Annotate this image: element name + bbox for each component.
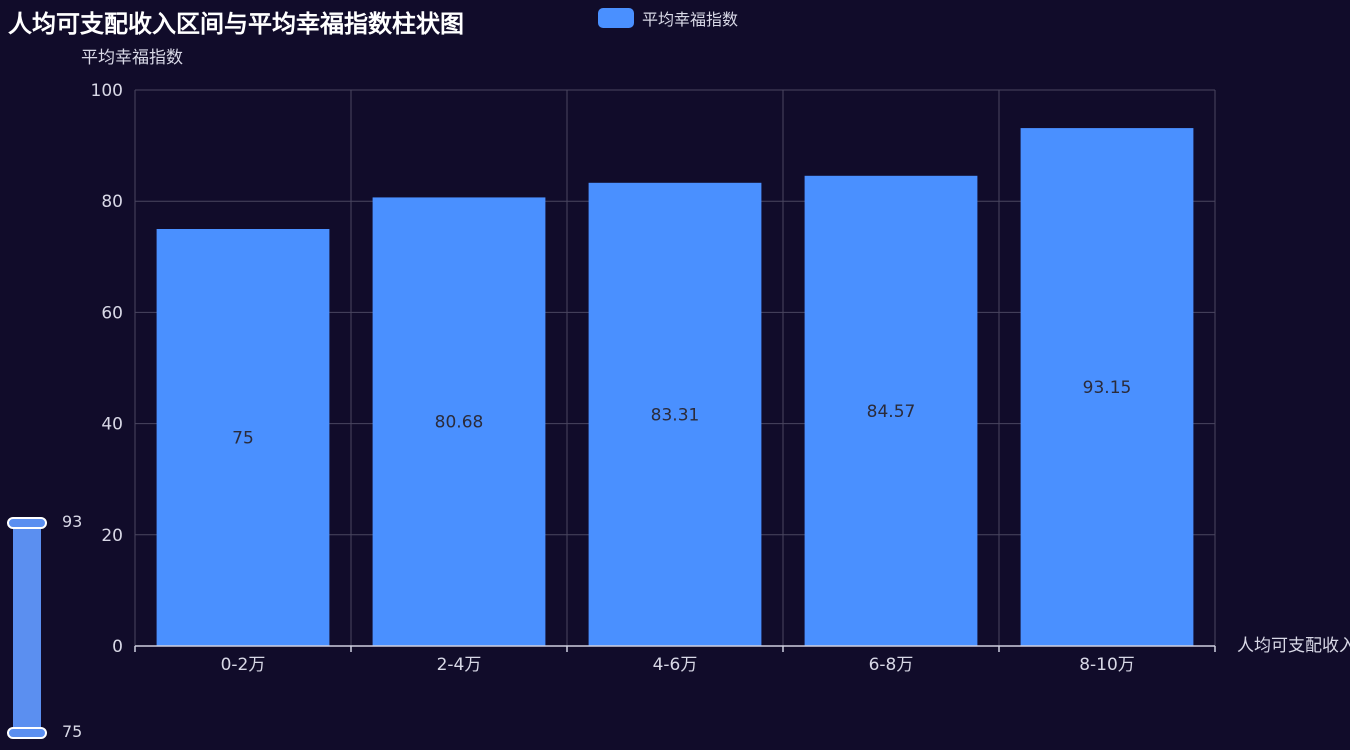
x-axis-title: 人均可支配收入 [1237,636,1350,656]
bar-8-10万[interactable] [1020,128,1194,646]
bar-0-2万[interactable] [156,229,330,646]
visual-map-handle-top[interactable] [7,517,47,529]
y-tick-label: 20 [101,526,123,546]
x-tick-label: 6-8万 [869,655,914,675]
visual-map-handle-bottom[interactable] [7,727,47,739]
bar-value-label: 75 [232,429,254,449]
visual-map-bar[interactable] [13,523,41,733]
x-tick-label: 8-10万 [1079,655,1135,675]
bar-value-label: 83.31 [651,405,700,425]
y-tick-label: 60 [101,303,123,323]
bar-4-6万[interactable] [588,182,762,647]
bar-value-label: 93.15 [1083,378,1132,398]
y-tick-label: 80 [101,192,123,212]
y-tick-label: 0 [112,637,123,657]
bar-value-label: 84.57 [867,402,916,422]
legend-label: 平均幸福指数 [642,10,739,29]
y-axis-title: 平均幸福指数 [81,48,183,68]
bar-value-label: 80.68 [435,413,484,433]
visual-map-max-label: 93 [62,512,83,531]
legend-swatch [598,8,634,28]
y-tick-label: 100 [91,81,123,101]
y-tick-label: 40 [101,415,123,435]
x-tick-label: 4-6万 [653,655,698,675]
visual-map-min-label: 75 [62,722,83,741]
x-tick-label: 0-2万 [221,655,266,675]
legend[interactable]: 平均幸福指数 [598,6,738,30]
bar-6-8万[interactable] [804,175,978,646]
chart-title: 人均可支配收入区间与平均幸福指数柱状图 [8,10,464,38]
bar-2-4万[interactable] [372,197,546,647]
x-tick-label: 2-4万 [437,655,482,675]
